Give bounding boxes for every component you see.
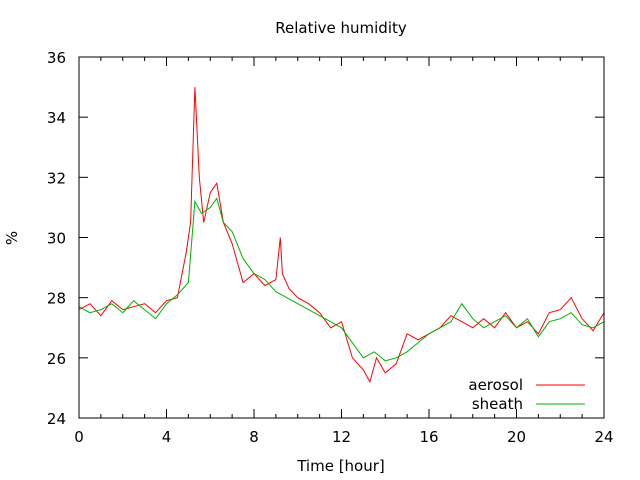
y-tick-label: 32 bbox=[47, 169, 66, 187]
plot-frame bbox=[78, 56, 605, 419]
series-line-sheath bbox=[78, 197, 605, 362]
y-tick-label: 34 bbox=[47, 109, 66, 127]
series-line-aerosol bbox=[78, 87, 605, 384]
y-axis-label: % bbox=[3, 231, 21, 245]
y-tick-label: 28 bbox=[47, 290, 66, 308]
series-lines bbox=[78, 87, 605, 384]
x-tick-label: 20 bbox=[507, 428, 526, 446]
y-tick-label: 26 bbox=[47, 350, 66, 368]
y-tick-label: 30 bbox=[47, 230, 66, 248]
x-tick-label: 4 bbox=[162, 428, 172, 446]
axis-ticks: 0 4 8 12 16 20 24 24 26 28 30 32 34 36 bbox=[47, 49, 614, 446]
legend-label-sheath: sheath bbox=[472, 395, 523, 413]
legend-label-aerosol: aerosol bbox=[468, 376, 523, 394]
y-tick-label: 36 bbox=[47, 49, 66, 67]
x-tick-label: 24 bbox=[594, 428, 613, 446]
x-tick-label: 12 bbox=[332, 428, 351, 446]
x-tick-label: 0 bbox=[74, 428, 84, 446]
x-tick-label: 8 bbox=[249, 428, 259, 446]
y-tick-label: 24 bbox=[47, 410, 66, 428]
chart-title: Relative humidity bbox=[275, 19, 407, 37]
x-tick-label: 16 bbox=[419, 428, 438, 446]
x-axis-label: Time [hour] bbox=[296, 457, 385, 475]
